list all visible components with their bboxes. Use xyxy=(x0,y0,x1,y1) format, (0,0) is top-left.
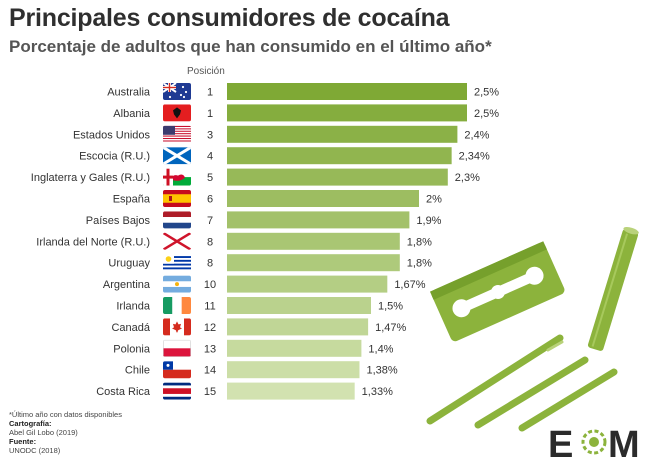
value-label: 2% xyxy=(426,194,442,206)
fuente-label: Fuente: xyxy=(9,437,37,446)
value-label: 1,33% xyxy=(362,386,393,398)
value-label: 1,38% xyxy=(366,365,397,377)
value-label: 2,4% xyxy=(464,129,489,141)
flag-uruguay-icon xyxy=(163,254,191,272)
footnote: *Último año con datos disponibles xyxy=(9,410,122,419)
position-label: 5 xyxy=(207,172,213,184)
bar xyxy=(227,168,448,186)
value-label: 1,4% xyxy=(368,343,393,355)
bar xyxy=(227,275,388,293)
bar xyxy=(227,254,400,272)
page-title: Principales consumidores de cocaína xyxy=(9,4,450,32)
country-label: Países Bajos xyxy=(86,215,151,227)
country-label: Estados Unidos xyxy=(73,129,151,141)
country-label: Uruguay xyxy=(108,258,150,270)
bar xyxy=(227,125,458,143)
country-label: Albania xyxy=(113,108,151,120)
cartografia-label: Cartografía: xyxy=(9,419,52,428)
logo-letter-m: M xyxy=(608,424,640,462)
flag-scotland-icon xyxy=(163,147,191,165)
position-label: 7 xyxy=(207,215,213,227)
bar xyxy=(227,232,400,250)
position-label: 3 xyxy=(207,129,213,141)
bar xyxy=(227,104,467,122)
flag-canada-icon xyxy=(163,318,191,336)
bar xyxy=(227,382,355,400)
bar xyxy=(227,190,419,207)
logo-letter-e: E xyxy=(548,424,573,462)
fuente-value: UNODC (2018) xyxy=(9,446,61,455)
flag-northern-ireland-icon xyxy=(163,232,191,250)
value-label: 2,5% xyxy=(474,87,499,99)
value-label: 2,5% xyxy=(474,108,499,120)
flag-poland-icon xyxy=(163,339,191,357)
flag-england-wales-icon xyxy=(163,168,191,186)
position-label: 6 xyxy=(207,194,213,206)
flag-usa-icon xyxy=(163,125,191,143)
country-label: Escocia (R.U.) xyxy=(79,151,150,163)
value-label: 2,3% xyxy=(455,172,480,184)
flag-albania-icon xyxy=(163,104,191,122)
flag-argentina-icon xyxy=(163,275,191,293)
country-label: Australia xyxy=(107,87,151,99)
country-label: Chile xyxy=(125,365,150,377)
flag-costa-rica-icon xyxy=(163,382,191,400)
position-header: Posición xyxy=(187,66,225,77)
position-label: 8 xyxy=(207,258,213,270)
cartografia-value: Abel Gil Lobo (2019) xyxy=(9,428,78,437)
position-label: 10 xyxy=(204,279,216,291)
position-label: 12 xyxy=(204,322,216,334)
value-label: 1,8% xyxy=(407,236,432,248)
country-label: Canadá xyxy=(111,322,150,334)
country-label: Argentina xyxy=(103,279,151,291)
notes: *Último año con datos disponibles Cartog… xyxy=(9,410,122,455)
position-label: 15 xyxy=(204,386,216,398)
country-label: Irlanda del Norte (R.U.) xyxy=(36,236,150,248)
flag-ireland-icon xyxy=(163,297,191,314)
bar xyxy=(227,147,452,165)
position-label: 8 xyxy=(207,236,213,248)
flag-netherlands-icon xyxy=(163,211,191,229)
bar xyxy=(227,211,410,229)
flag-australia-icon xyxy=(163,83,191,100)
bar xyxy=(227,339,362,357)
country-label: Inglaterra y Gales (R.U.) xyxy=(31,172,150,184)
cocaine-lines-icon xyxy=(426,334,618,432)
value-label: 1,67% xyxy=(394,279,425,291)
value-label: 2,34% xyxy=(459,151,490,163)
value-label: 1,8% xyxy=(407,258,432,270)
country-label: Costa Rica xyxy=(96,386,151,398)
position-label: 4 xyxy=(207,151,213,163)
value-label: 1,9% xyxy=(416,215,441,227)
bar xyxy=(227,318,369,336)
straw-icon xyxy=(587,227,639,351)
bar xyxy=(227,361,360,379)
position-label: 13 xyxy=(204,343,216,355)
country-label: Polonia xyxy=(113,343,151,355)
eom-logo: E M xyxy=(548,424,640,462)
position-label: 1 xyxy=(207,87,213,99)
flag-spain-icon xyxy=(163,190,191,207)
country-label: España xyxy=(113,194,151,206)
country-label: Irlanda xyxy=(116,301,151,313)
bar xyxy=(227,83,467,100)
razor-blade-icon xyxy=(429,241,565,342)
value-label: 1,5% xyxy=(378,301,403,313)
position-label: 1 xyxy=(207,108,213,120)
flag-chile-icon xyxy=(163,361,191,379)
position-label: 11 xyxy=(204,301,215,313)
page-subtitle: Porcentaje de adultos que han consumido … xyxy=(9,37,492,56)
position-label: 14 xyxy=(204,365,216,377)
value-label: 1,47% xyxy=(375,322,406,334)
bar xyxy=(227,297,371,314)
logo-globe-icon xyxy=(581,429,607,455)
